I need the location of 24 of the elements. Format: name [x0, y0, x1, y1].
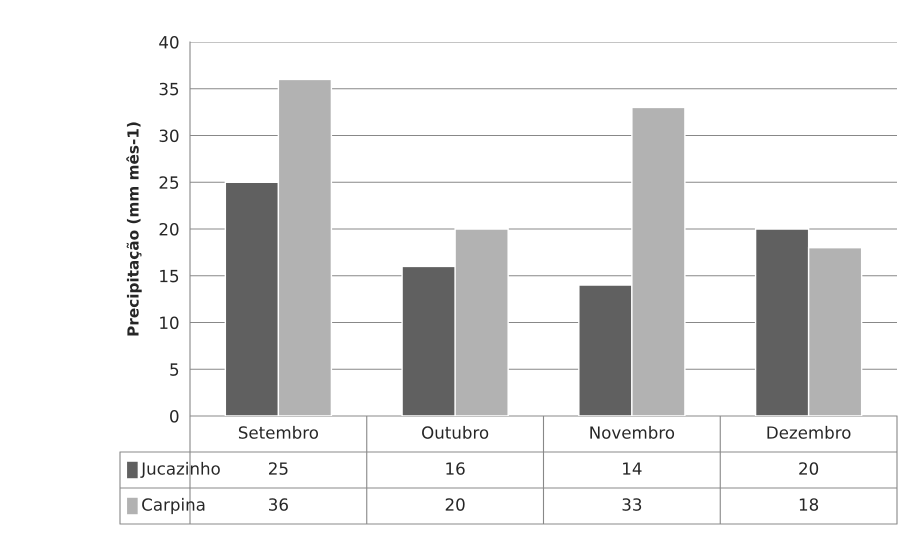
y-tick-label: 20 — [160, 222, 178, 236]
data-label: 20 — [799, 462, 818, 475]
y-tick-label: 25 — [160, 176, 178, 189]
data-label: 14 — [623, 462, 642, 475]
data-label: 36 — [269, 498, 288, 511]
y-tick-label: 15 — [160, 270, 178, 282]
data-label: 33 — [622, 498, 642, 511]
legend-label: Carpina — [142, 498, 204, 514]
data-label: 25 — [268, 462, 288, 475]
x-tick-label: Novembro — [590, 426, 674, 439]
y-tick-label: 10 — [160, 316, 178, 330]
y-tick-label: 30 — [160, 129, 178, 142]
y-tick-label: 35 — [160, 82, 178, 96]
x-tick-label: Setembro — [238, 426, 318, 439]
y-axis-title: Precipitação (mm mês-1) — [126, 122, 142, 336]
y-tick-label: 40 — [159, 36, 178, 49]
data-label: 20 — [446, 498, 465, 511]
legend-label: Jucazinho — [140, 462, 220, 478]
y-tick-label: 5 — [170, 363, 178, 376]
data-label: 18 — [800, 498, 818, 511]
x-tick-label: Dezembro — [767, 426, 851, 439]
y-tick-label: 0 — [170, 410, 178, 423]
x-tick-label: Outubro — [422, 426, 488, 439]
data-label: 16 — [446, 462, 465, 475]
